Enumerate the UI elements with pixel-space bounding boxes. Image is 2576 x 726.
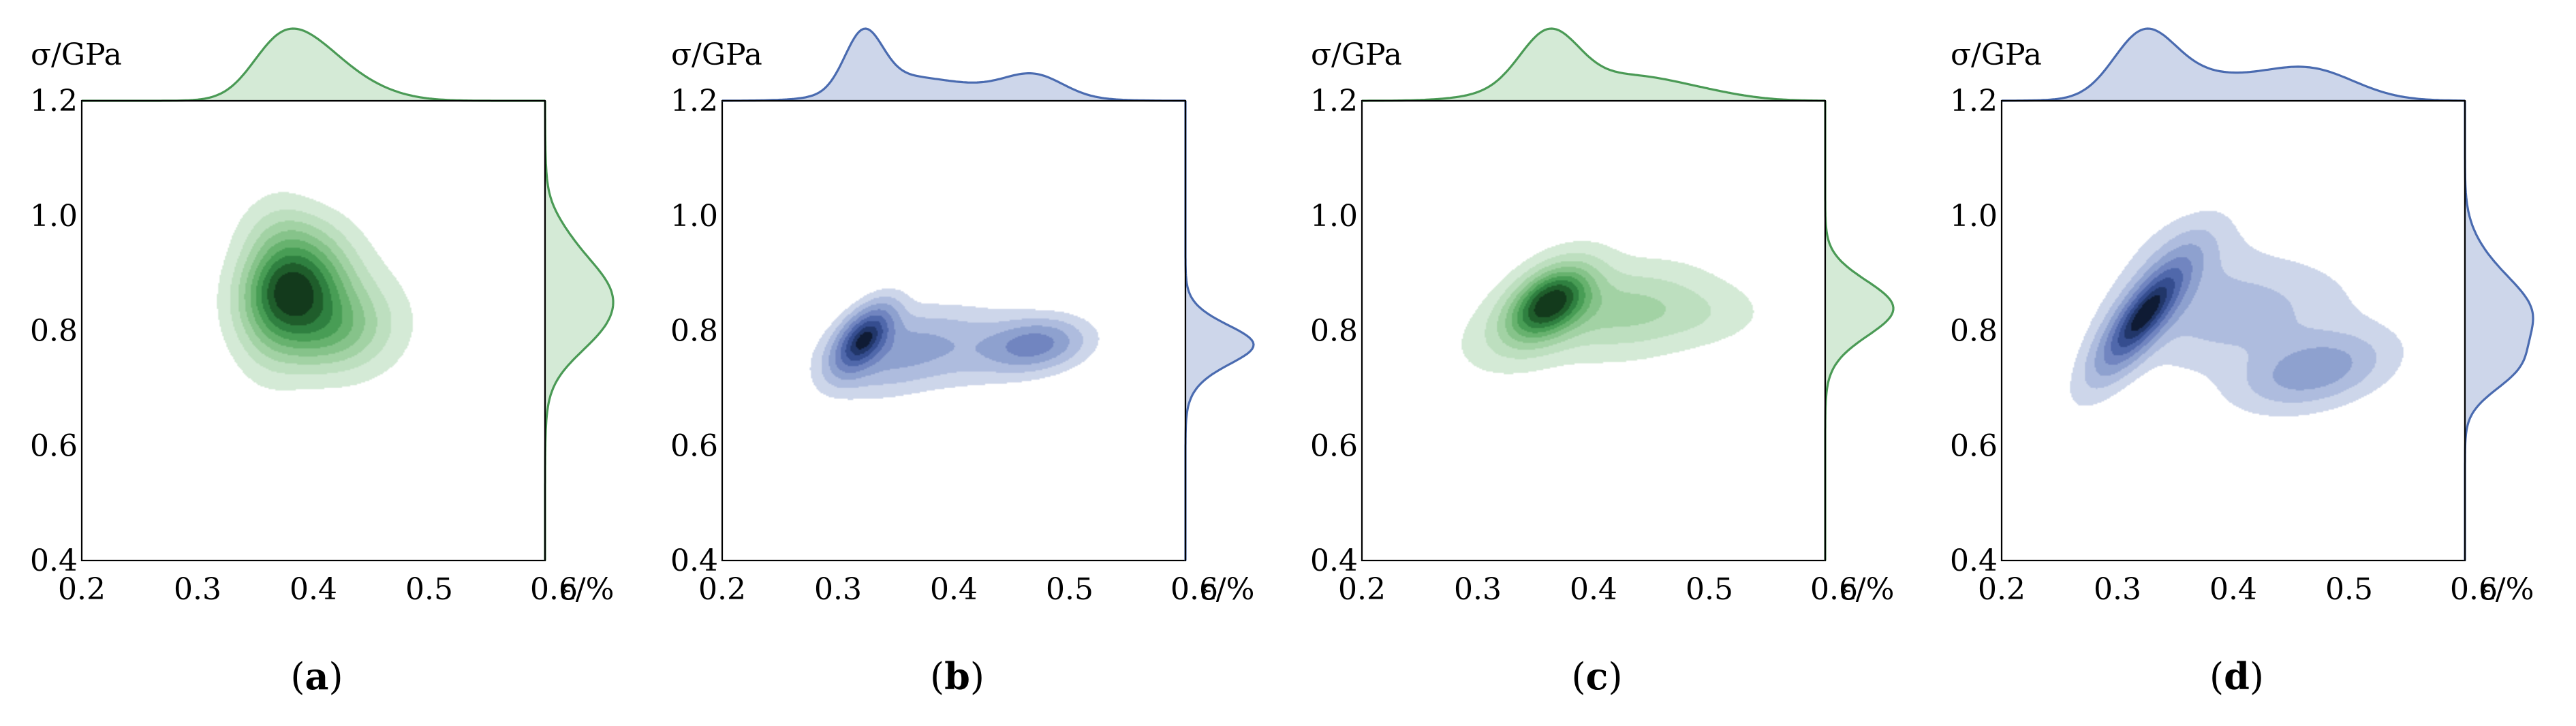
right-marginal-fill bbox=[1825, 101, 1893, 561]
x-tick-label: 0.2 bbox=[698, 572, 746, 607]
y-tick-label: 0.8 bbox=[670, 314, 718, 349]
right-marginal-fill bbox=[545, 101, 613, 561]
y-tick-label: 0.8 bbox=[1310, 314, 1358, 349]
x-tick-label: 0.2 bbox=[1978, 572, 2026, 607]
y-axis-label: σ/GPa bbox=[1311, 37, 1402, 72]
top-marginal-curve bbox=[1362, 27, 1826, 102]
right-marginal-fill bbox=[1185, 101, 1254, 561]
panel-caption: (b) bbox=[930, 654, 984, 698]
y-tick-label: 0.8 bbox=[1950, 314, 1998, 349]
x-axis-label: ε/% bbox=[2480, 572, 2534, 607]
top-marginal-fill bbox=[722, 29, 1185, 101]
y-tick-label: 0.6 bbox=[30, 428, 78, 463]
x-axis-label: ε/% bbox=[1200, 572, 1254, 607]
kde-contour-fill bbox=[1362, 101, 1825, 561]
panel-a: 0.2 0.3 0.4 0.5 0.6 0.4 0.6 0.8 1.0 1.2 σ/GPa ε/% (a… bbox=[30, 27, 615, 698]
x-axis-label: ε/% bbox=[560, 572, 614, 607]
y-tick-label: 1.2 bbox=[1950, 84, 1998, 119]
x-axis-label: ε/% bbox=[1840, 572, 1894, 607]
top-marginal-fill bbox=[2002, 29, 2465, 101]
top-marginal-curve bbox=[2002, 27, 2465, 102]
x-tick-label: 0.3 bbox=[174, 572, 221, 607]
y-axis-label: σ/GPa bbox=[1951, 37, 2042, 72]
right-marginal-fill bbox=[2465, 101, 2533, 561]
panel-b: 0.2 0.3 0.4 0.5 0.6 0.4 0.6 0.8 1.0 1.2 σ/GPa ε/% (b… bbox=[670, 27, 1255, 698]
y-tick-label: 1.0 bbox=[30, 199, 78, 234]
x-tick-label: 0.4 bbox=[290, 572, 337, 607]
y-tick-label: 0.4 bbox=[30, 543, 78, 578]
x-tick-label: 0.2 bbox=[1338, 572, 1386, 607]
panel-caption: (c) bbox=[1571, 654, 1622, 698]
x-tick-label: 0.4 bbox=[930, 572, 978, 607]
x-tick-label: 0.6 bbox=[1170, 572, 1218, 607]
x-tick-label: 0.6 bbox=[530, 572, 578, 607]
y-tick-label: 0.6 bbox=[1950, 428, 1998, 463]
y-tick-label: 1.0 bbox=[1310, 199, 1358, 234]
y-tick-label: 1.0 bbox=[670, 199, 718, 234]
y-tick-label: 0.4 bbox=[1310, 543, 1358, 578]
kde-contour-fill bbox=[2002, 101, 2465, 561]
x-tick-label: 0.5 bbox=[405, 572, 453, 607]
y-tick-label: 1.2 bbox=[1310, 84, 1358, 119]
x-tick-label: 0.5 bbox=[1046, 572, 1093, 607]
x-tick-label: 0.4 bbox=[2209, 572, 2257, 607]
kde-contour-fill bbox=[722, 101, 1185, 561]
y-tick-label: 0.4 bbox=[670, 543, 718, 578]
panel-d: 0.2 0.3 0.4 0.5 0.6 0.4 0.6 0.8 1.0 1.2 σ/GPa ε/% (d… bbox=[1950, 27, 2534, 698]
y-tick-label: 1.0 bbox=[1950, 199, 1998, 234]
y-tick-label: 0.8 bbox=[30, 314, 78, 349]
top-marginal-fill bbox=[1362, 29, 1825, 101]
panel-c: 0.2 0.3 0.4 0.5 0.6 0.4 0.6 0.8 1.0 1.2 σ/GPa ε/% (c… bbox=[1310, 27, 1895, 698]
x-tick-label: 0.6 bbox=[1810, 572, 1858, 607]
x-tick-label: 0.5 bbox=[2325, 572, 2373, 607]
y-axis-label: σ/GPa bbox=[671, 37, 762, 72]
kde-contour-fill bbox=[82, 101, 545, 561]
x-tick-label: 0.4 bbox=[1570, 572, 1617, 607]
top-marginal-curve bbox=[722, 27, 1185, 102]
y-tick-label: 0.4 bbox=[1950, 543, 1998, 578]
y-tick-label: 1.2 bbox=[670, 84, 718, 119]
x-tick-label: 0.3 bbox=[2094, 572, 2141, 607]
top-marginal-fill bbox=[82, 29, 545, 101]
y-tick-label: 1.2 bbox=[30, 84, 78, 119]
panel-caption: (a) bbox=[290, 654, 343, 698]
x-tick-label: 0.5 bbox=[1686, 572, 1733, 607]
x-tick-label: 0.3 bbox=[1454, 572, 1502, 607]
x-tick-label: 0.2 bbox=[58, 572, 106, 607]
y-tick-label: 0.6 bbox=[670, 428, 718, 463]
x-tick-label: 0.6 bbox=[2450, 572, 2498, 607]
y-axis-label: σ/GPa bbox=[31, 37, 122, 72]
y-tick-label: 0.6 bbox=[1310, 428, 1358, 463]
panel-caption: (d) bbox=[2209, 654, 2264, 698]
x-tick-label: 0.3 bbox=[814, 572, 862, 607]
